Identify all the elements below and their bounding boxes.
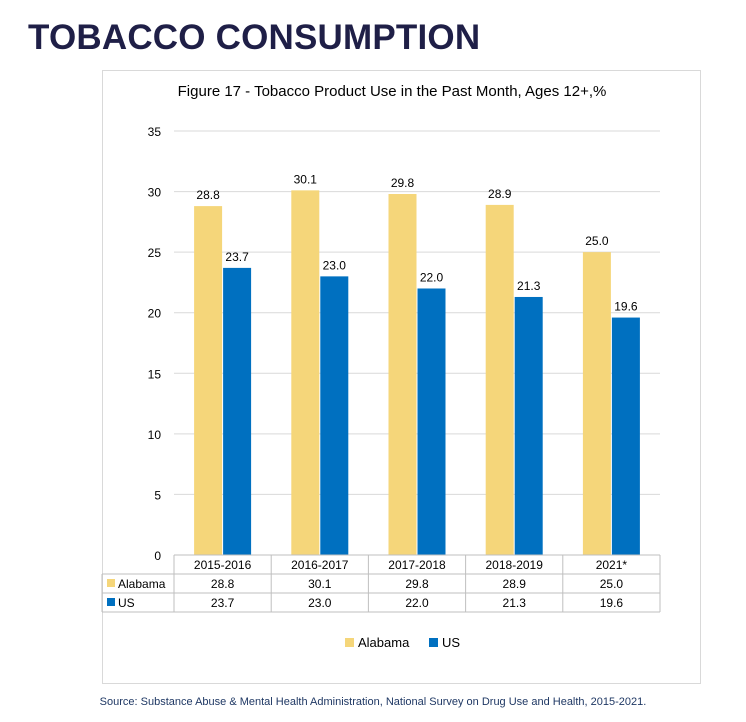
bar — [417, 288, 446, 555]
x-category-label: 2018-2019 — [486, 558, 544, 572]
data-label: 30.1 — [294, 172, 318, 186]
bar — [611, 317, 640, 555]
data-label: 23.0 — [323, 258, 347, 272]
bar — [514, 296, 543, 555]
bar — [388, 193, 417, 555]
table-value: 21.3 — [503, 596, 527, 610]
table-series-label: US — [118, 596, 135, 610]
y-tick-label: 10 — [148, 428, 162, 442]
legend-label: Alabama — [358, 635, 410, 650]
bar — [582, 252, 611, 555]
y-tick-label: 20 — [148, 307, 162, 321]
x-category-label: 2021* — [596, 558, 628, 572]
y-tick-label: 25 — [148, 246, 162, 260]
bar — [291, 190, 320, 556]
data-label: 21.3 — [517, 279, 541, 293]
table-value: 22.0 — [405, 596, 429, 610]
chart-frame — [102, 70, 701, 684]
bar — [194, 206, 223, 555]
y-tick-label: 15 — [148, 367, 162, 381]
table-value: 23.0 — [308, 596, 332, 610]
x-category-label: 2016-2017 — [291, 558, 349, 572]
data-label: 28.8 — [196, 188, 220, 202]
y-tick-label: 35 — [148, 125, 162, 139]
table-value: 25.0 — [600, 577, 624, 591]
data-label: 28.9 — [488, 187, 512, 201]
table-value: 29.8 — [405, 577, 429, 591]
table-value: 28.8 — [211, 577, 235, 591]
table-series-label: Alabama — [118, 577, 166, 591]
y-tick-label: 30 — [148, 186, 162, 200]
bar-chart: Figure 17 - Tobacco Product Use in the P… — [101, 83, 661, 650]
bar — [223, 267, 252, 555]
source-note: Source: Substance Abuse & Mental Health … — [99, 696, 647, 708]
table-value: 30.1 — [308, 577, 332, 591]
table-legend-key — [107, 579, 115, 587]
x-category-label: 2015-2016 — [194, 558, 252, 572]
table-value: 28.9 — [503, 577, 527, 591]
data-label: 19.6 — [614, 300, 638, 314]
bar — [320, 276, 349, 555]
legend-label: US — [442, 635, 460, 650]
y-tick-label: 0 — [154, 549, 161, 563]
y-tick-label: 5 — [154, 488, 161, 502]
x-category-label: 2017-2018 — [388, 558, 446, 572]
table-legend-key — [107, 598, 115, 606]
data-label: 23.7 — [225, 250, 249, 264]
legend-swatch — [429, 638, 438, 647]
data-label: 29.8 — [391, 176, 415, 190]
chart-title: Figure 17 - Tobacco Product Use in the P… — [178, 83, 607, 100]
legend-swatch — [345, 638, 354, 647]
table-value: 19.6 — [600, 596, 624, 610]
page-heading: TOBACCO CONSUMPTION — [28, 18, 481, 57]
bar — [485, 204, 514, 555]
table-value: 23.7 — [211, 596, 235, 610]
data-label: 22.0 — [420, 270, 444, 284]
data-label: 25.0 — [585, 234, 609, 248]
